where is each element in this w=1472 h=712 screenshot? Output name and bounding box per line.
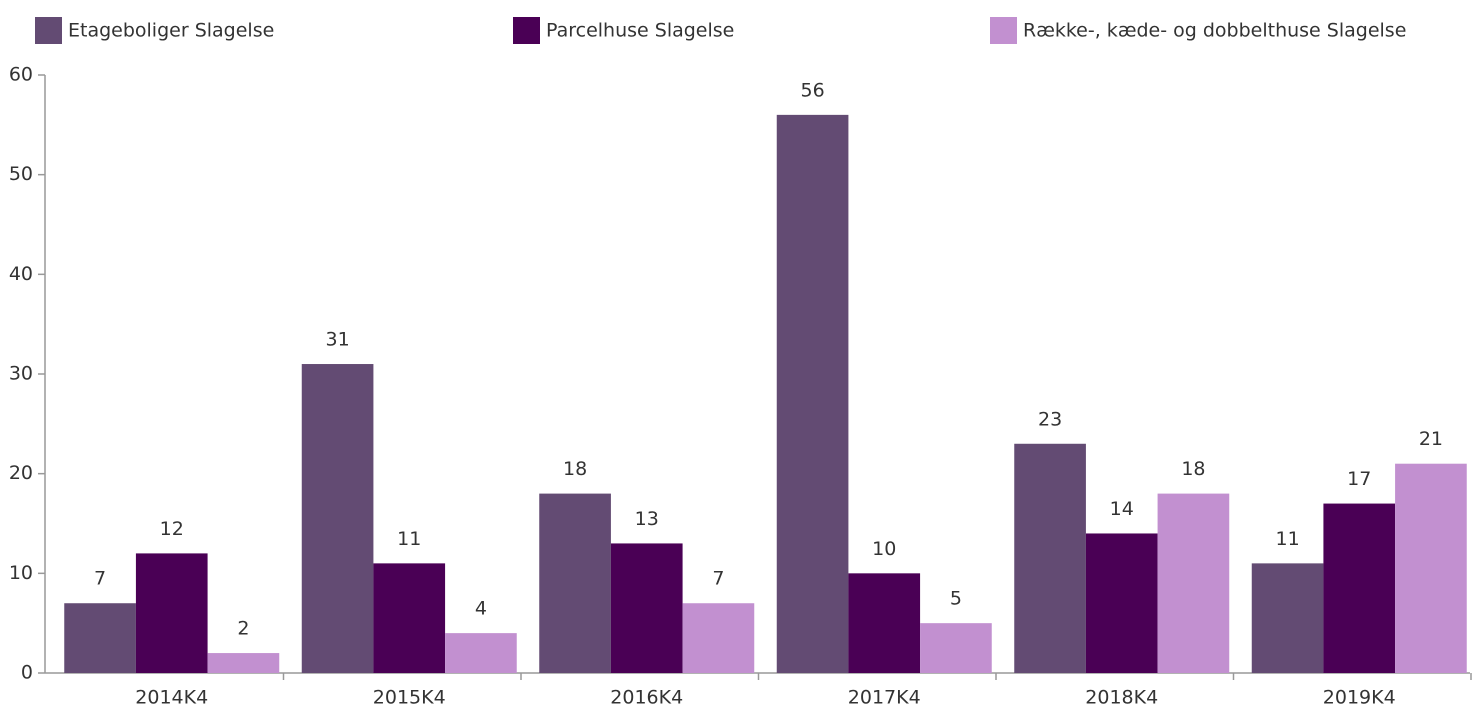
x-tick-label: 2016K4 <box>610 687 683 709</box>
bar <box>1251 563 1324 673</box>
data-label: 17 <box>1347 468 1371 490</box>
bar <box>682 603 755 673</box>
bar <box>1395 463 1467 673</box>
data-label: 12 <box>160 518 184 540</box>
bar <box>920 623 992 673</box>
data-label: 11 <box>1275 528 1299 550</box>
bar <box>1323 503 1396 673</box>
bar <box>64 603 136 673</box>
bar <box>207 653 280 673</box>
bar <box>301 364 374 673</box>
legend-label: Række-, kæde- og dobbelthuse Slagelse <box>1023 20 1406 42</box>
data-label: 18 <box>563 458 587 480</box>
data-label: 13 <box>635 508 659 530</box>
data-label: 7 <box>94 568 106 590</box>
data-label: 56 <box>800 79 824 101</box>
data-label: 7 <box>712 568 724 590</box>
bar <box>135 553 208 673</box>
data-label: 18 <box>1181 458 1205 480</box>
data-label: 31 <box>325 329 349 351</box>
y-tick-label: 10 <box>9 562 33 584</box>
legend-swatch <box>990 17 1017 44</box>
data-label: 21 <box>1419 428 1443 450</box>
y-tick-label: 0 <box>21 662 33 684</box>
y-tick-label: 30 <box>9 363 33 385</box>
bar <box>1157 493 1230 673</box>
legend-swatch <box>35 17 62 44</box>
data-label: 5 <box>950 588 962 610</box>
data-label: 4 <box>475 598 487 620</box>
x-tick-label: 2014K4 <box>135 687 208 709</box>
x-tick-label: 2019K4 <box>1323 687 1396 709</box>
bar <box>1085 533 1158 673</box>
data-label: 23 <box>1038 408 1062 430</box>
x-tick-label: 2015K4 <box>373 687 446 709</box>
bar <box>776 114 849 673</box>
bar <box>373 563 446 673</box>
bar <box>610 543 683 673</box>
data-label: 10 <box>872 538 896 560</box>
bar <box>539 493 611 673</box>
data-label: 11 <box>397 528 421 550</box>
x-tick-label: 2017K4 <box>848 687 921 709</box>
y-tick-label: 40 <box>9 263 33 285</box>
bar <box>848 573 921 673</box>
bar <box>1014 443 1086 673</box>
data-label: 2 <box>237 618 249 640</box>
y-tick-label: 50 <box>9 163 33 185</box>
y-tick-label: 60 <box>9 64 33 86</box>
y-tick-label: 20 <box>9 462 33 484</box>
data-label: 14 <box>1110 498 1134 520</box>
bar <box>445 633 517 673</box>
legend-swatch <box>513 17 540 44</box>
legend-label: Parcelhuse Slagelse <box>546 20 734 42</box>
legend-label: Etageboliger Slagelse <box>68 20 274 42</box>
x-tick-label: 2018K4 <box>1085 687 1158 709</box>
